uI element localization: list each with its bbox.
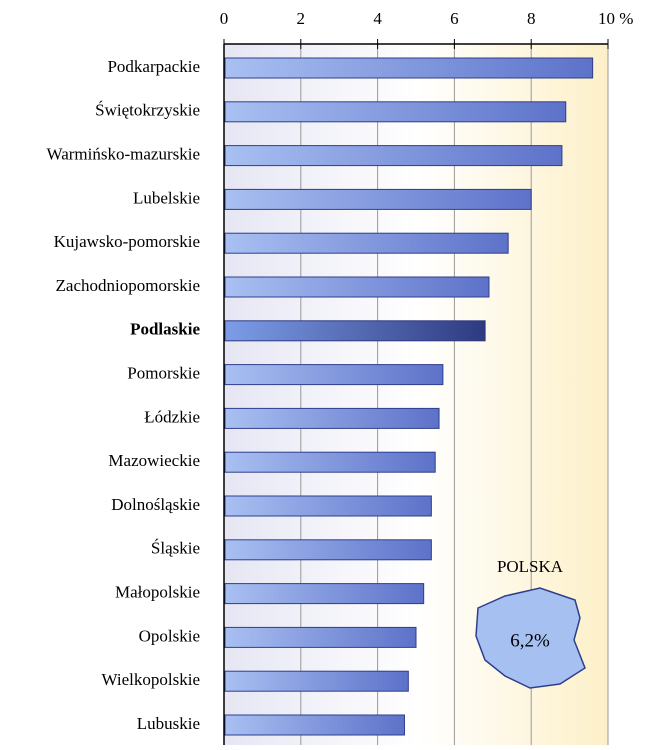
y-tick-label: Lubelskie [133, 188, 200, 207]
bar [224, 539, 432, 561]
y-tick-label: Opolskie [139, 626, 200, 645]
bar [224, 320, 486, 342]
y-tick-label: Małopolskie [115, 583, 200, 602]
bar [224, 583, 425, 605]
y-tick-label: Świętokrzyskie [95, 101, 200, 120]
x-tick-label: 2 [297, 9, 306, 28]
bar [224, 407, 440, 429]
bar [224, 188, 532, 210]
y-tick-label: Warmińsko-mazurskie [47, 145, 200, 164]
y-tick-label: Kujawsko-pomorskie [54, 232, 200, 251]
x-tick-label: 6 [450, 9, 459, 28]
y-tick-label: Śląskie [151, 539, 200, 558]
x-tick-label: 0 [220, 9, 229, 28]
x-tick-label: 8 [527, 9, 536, 28]
y-tick-label: Wielkopolskie [102, 670, 200, 689]
bar [224, 495, 432, 517]
y-tick-label: Lubuskie [137, 714, 200, 733]
y-tick-label: Mazowieckie [108, 451, 200, 470]
y-tick-label: Zachodniopomorskie [56, 276, 200, 295]
bar [224, 714, 405, 736]
bar [224, 145, 563, 167]
annotation: 6,2% [510, 630, 550, 651]
x-tick-label: 10 % [598, 9, 633, 28]
x-tick-label: 4 [373, 9, 382, 28]
bar [224, 364, 444, 386]
y-tick-label: Pomorskie [127, 364, 200, 383]
bar [224, 232, 509, 254]
y-tick-label: Podkarpackie [107, 57, 200, 76]
bar [224, 670, 409, 692]
bar [224, 57, 594, 79]
bar [224, 101, 567, 123]
poland-map [475, 587, 586, 689]
y-tick-label: Podlaskie [130, 320, 200, 339]
y-tick-label: Dolnośląskie [111, 495, 200, 514]
bar [224, 626, 417, 648]
bar [224, 276, 490, 298]
annotation: POLSKA [497, 557, 564, 576]
y-tick-label: Łódzkie [144, 407, 200, 426]
bar [224, 451, 436, 473]
